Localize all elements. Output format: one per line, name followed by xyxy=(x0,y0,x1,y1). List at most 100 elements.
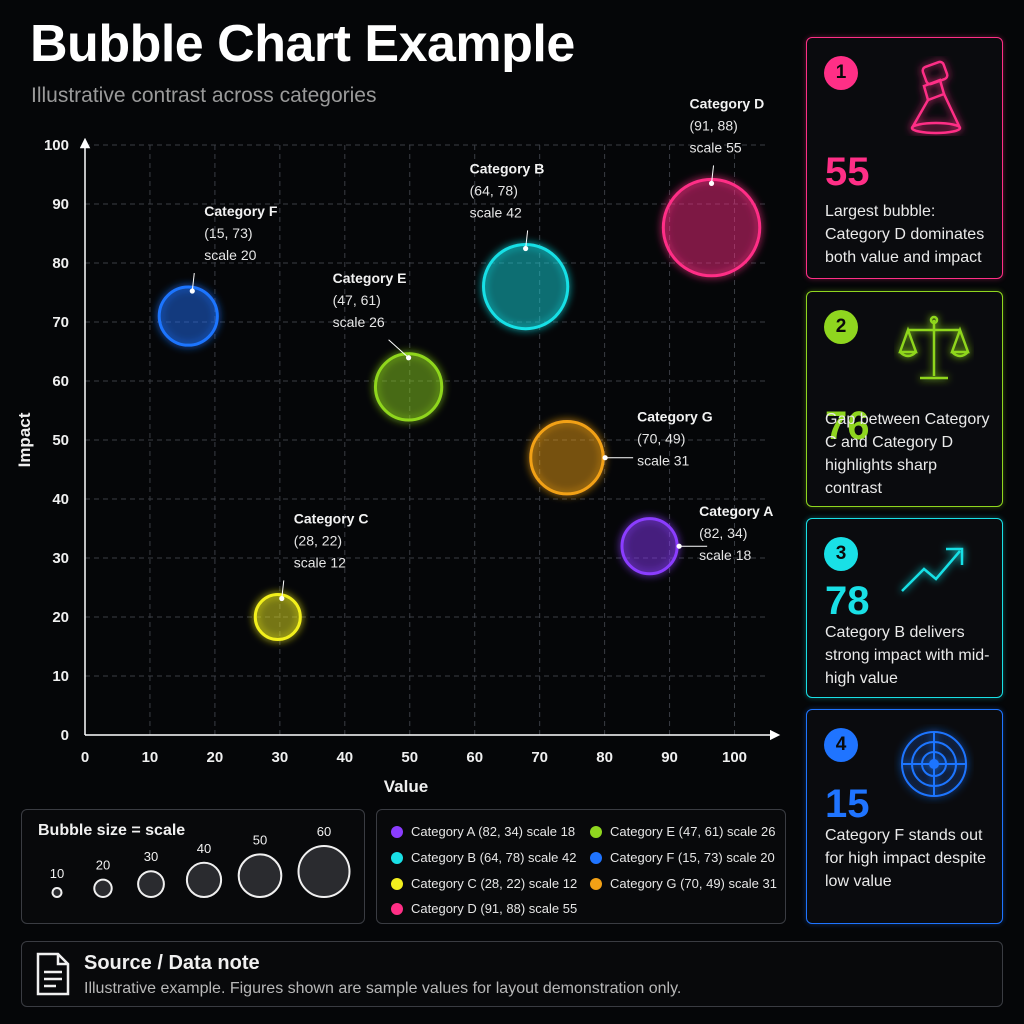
size-legend-marks: 10 20 30 40 50 60 xyxy=(50,824,351,899)
axis-layer: 0 10 20 30 40 50 60 70 80 90 100 0 10 20 30 40 50 60 70 80 9… xyxy=(15,137,781,796)
insight-value-1: 55 xyxy=(825,150,870,194)
size-legend: Bubble size = scale 10 20 30 40 50 60 xyxy=(21,809,365,924)
legend-item-category-e[interactable]: Category E (47, 61) scale 26 xyxy=(590,824,775,839)
annotation-name-category-f: Category F xyxy=(204,203,278,219)
size-legend-bubble xyxy=(93,878,113,899)
legend-item-category-a[interactable]: Category A (82, 34) scale 18 xyxy=(391,824,575,839)
spotlight-icon xyxy=(910,60,962,135)
legend-label: Category D (91, 88) scale 55 xyxy=(411,901,578,916)
size-legend-bubble xyxy=(137,870,165,898)
legend-item-category-g[interactable]: Category G (70, 49) scale 31 xyxy=(590,876,777,891)
annotation-coords-category-b: (64, 78) xyxy=(470,182,518,198)
bubble-category-d[interactable] xyxy=(661,177,762,278)
y-tick-label: 70 xyxy=(52,314,69,331)
y-tick-label: 0 xyxy=(61,727,69,744)
x-tick-label: 90 xyxy=(661,749,678,766)
legend-label: Category C (28, 22) scale 12 xyxy=(411,876,578,891)
size-legend-bubble xyxy=(297,845,351,898)
y-tick-label: 20 xyxy=(52,609,69,626)
insight-text-1: Largest bubble: Category D dominates bot… xyxy=(825,203,985,266)
bubble-category-e[interactable] xyxy=(373,352,444,422)
insight-value-4: 15 xyxy=(825,782,870,826)
y-tick-label: 80 xyxy=(52,255,69,272)
bubble-category-b[interactable] xyxy=(482,242,570,331)
size-legend-label: 50 xyxy=(253,832,267,847)
bubble-chart: 0 10 20 30 40 50 60 70 80 90 100 0 10 20 30 40 50 60 70 80 9… xyxy=(15,95,781,796)
legend-item-category-c[interactable]: Category C (28, 22) scale 12 xyxy=(391,876,577,891)
legend-swatch xyxy=(391,851,403,864)
insight-card-4: 4 15 Category F stands out for high impa… xyxy=(806,709,1003,924)
insight-value-2: 76 xyxy=(825,404,870,448)
source-note: Source / Data note Illustrative example.… xyxy=(21,941,1003,1007)
annotation-scale-category-d: scale 55 xyxy=(690,139,742,155)
legend-swatch xyxy=(391,902,403,915)
annotation-scale-category-f: scale 20 xyxy=(204,247,256,263)
legend-item-category-b[interactable]: Category B (64, 78) scale 42 xyxy=(391,850,576,865)
page-title: Bubble Chart Example xyxy=(30,15,575,73)
x-tick-label: 0 xyxy=(81,749,89,766)
x-tick-label: 80 xyxy=(596,749,613,766)
radar-icon xyxy=(901,731,967,797)
annotation-name-category-b: Category B xyxy=(470,160,545,176)
y-tick-label: 60 xyxy=(52,373,69,390)
legend-label: Category B (64, 78) scale 42 xyxy=(411,850,577,865)
insight-value-3: 78 xyxy=(825,579,870,623)
legend-swatch xyxy=(590,877,602,890)
bubble-category-g[interactable] xyxy=(529,420,605,496)
annotation-coords-category-e: (47, 61) xyxy=(333,292,381,308)
annotation-scale-category-g: scale 31 xyxy=(637,453,689,469)
legend-label: Category F (15, 73) scale 20 xyxy=(610,850,775,865)
annotation-coords-category-d: (91, 88) xyxy=(690,117,738,133)
insight-badge-4: 4 xyxy=(824,728,858,762)
annotation-coords-category-c: (28, 22) xyxy=(294,532,342,548)
bubble-category-a[interactable] xyxy=(620,517,679,576)
legend-swatch xyxy=(590,851,602,864)
legend-label: Category E (47, 61) scale 26 xyxy=(610,824,776,839)
y-tick-label: 50 xyxy=(52,432,69,449)
bubble-category-f[interactable] xyxy=(157,285,219,347)
annotation-name-category-d: Category D xyxy=(690,95,765,111)
size-legend-label: 40 xyxy=(197,841,211,856)
x-tick-label: 70 xyxy=(531,749,548,766)
size-legend-label: 30 xyxy=(144,849,158,864)
x-tick-label: 50 xyxy=(401,749,418,766)
annotation-coords-category-f: (15, 73) xyxy=(204,225,252,241)
series-legend: Category A (82, 34) scale 18 Category B (… xyxy=(376,809,786,924)
insight-text-3: Category B delivers strong impact with m… xyxy=(825,624,990,687)
annotation-leader xyxy=(711,165,715,184)
bubble-category-c[interactable] xyxy=(253,592,302,642)
legend-item-category-f[interactable]: Category F (15, 73) scale 20 xyxy=(590,850,775,865)
legend-item-category-d[interactable]: Category D (91, 88) scale 55 xyxy=(391,901,577,916)
x-axis-title: Value xyxy=(384,777,428,796)
legend-swatch xyxy=(391,877,403,890)
y-tick-label: 40 xyxy=(52,491,69,508)
insight-text-2: Gap between Category C and Category D hi… xyxy=(825,411,990,497)
annotation-coords-category-a: (82, 34) xyxy=(699,525,747,541)
legend-swatch xyxy=(391,825,403,838)
bubble-layer xyxy=(157,177,762,642)
source-title: Source / Data note xyxy=(84,952,260,974)
insight-badge-1: 1 xyxy=(824,56,858,90)
x-tick-label: 40 xyxy=(336,749,353,766)
size-legend-bubble xyxy=(185,861,223,899)
legend-swatch xyxy=(590,825,602,838)
insight-badge-3: 3 xyxy=(824,537,858,571)
insight-card-1: 1 55 Largest bubble: Category D dominate… xyxy=(806,37,1003,279)
annotation-name-category-g: Category G xyxy=(637,409,713,425)
annotation-name-category-a: Category A xyxy=(699,503,773,519)
annotation-leader xyxy=(281,580,285,599)
document-icon xyxy=(36,952,70,996)
y-tick-label: 90 xyxy=(52,196,69,213)
x-tick-label: 60 xyxy=(466,749,483,766)
y-tick-label: 30 xyxy=(52,550,69,567)
annotation-scale-category-a: scale 18 xyxy=(699,547,751,563)
y-axis-title: Impact xyxy=(15,412,34,467)
trend-up-icon xyxy=(901,547,964,592)
size-legend-label: 10 xyxy=(50,866,64,881)
page-subtitle: Illustrative contrast across categories xyxy=(31,84,377,107)
x-tick-label: 30 xyxy=(272,749,289,766)
annotation-name-category-c: Category C xyxy=(294,510,369,526)
size-legend-label: 60 xyxy=(317,824,331,839)
annotation-name-category-e: Category E xyxy=(333,270,407,286)
legend-label: Category G (70, 49) scale 31 xyxy=(610,876,777,891)
